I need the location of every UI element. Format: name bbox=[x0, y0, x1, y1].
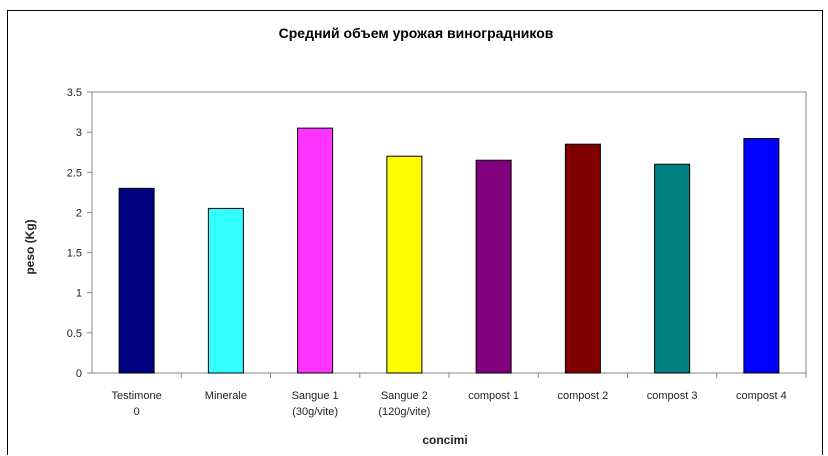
y-tick-label: 3 bbox=[76, 127, 82, 139]
y-tick-label: 1.5 bbox=[67, 248, 82, 260]
plot-border bbox=[91, 91, 807, 374]
x-tick-label: Minerale bbox=[205, 390, 247, 402]
bar bbox=[743, 138, 780, 374]
y-axis-title: peso (Kg) bbox=[23, 219, 37, 274]
x-tick-label: (120g/vite) bbox=[378, 406, 430, 418]
x-tick-label: compost 1 bbox=[468, 390, 519, 402]
plot-area: 0 0.5 1 1.5 2 2.5 3 3.5 Testimone 0 Minerale Sangue… bbox=[67, 87, 807, 418]
x-axis-title: concimi bbox=[422, 433, 467, 447]
x-tick-label: Testimone bbox=[112, 390, 162, 402]
x-tick-label: compost 3 bbox=[647, 390, 698, 402]
y-tick-label: 0.5 bbox=[67, 328, 82, 340]
x-tick-label: Sangue 2 bbox=[381, 390, 428, 402]
x-tick-label: (30g/vite) bbox=[292, 406, 338, 418]
bar bbox=[207, 207, 244, 374]
bar-chart: Средний объем урожая виноградников peso … bbox=[23, 25, 807, 447]
y-tick-label: 2 bbox=[76, 207, 82, 219]
bar bbox=[654, 163, 691, 374]
chart-frame: Средний объем урожая виноградников peso … bbox=[7, 10, 823, 455]
bar bbox=[118, 187, 155, 374]
x-tick-label: compost 4 bbox=[736, 390, 787, 402]
bar bbox=[475, 159, 512, 374]
y-tick-label: 1 bbox=[76, 288, 82, 300]
y-tick-label: 3.5 bbox=[67, 87, 82, 99]
y-tick-label: 2.5 bbox=[67, 167, 82, 179]
y-tick-label: 0 bbox=[76, 368, 82, 380]
bar bbox=[386, 155, 423, 374]
x-tick-label: Sangue 1 bbox=[292, 390, 339, 402]
bar bbox=[564, 143, 601, 374]
bar bbox=[297, 127, 334, 374]
x-tick-label: compost 2 bbox=[558, 390, 609, 402]
chart-title: Средний объем урожая виноградников bbox=[279, 25, 554, 41]
x-tick-label: 0 bbox=[134, 406, 140, 418]
